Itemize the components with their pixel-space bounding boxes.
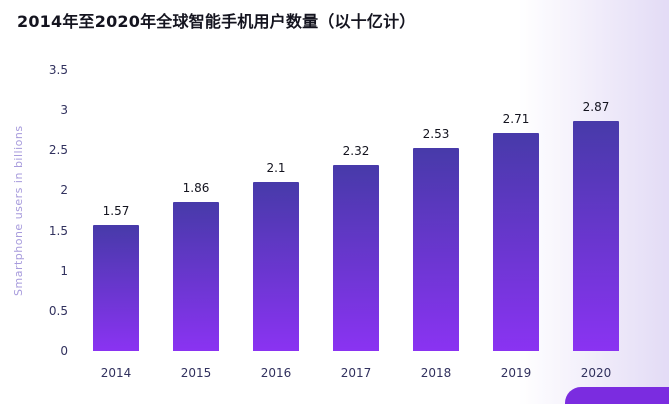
x-category-label: 2020 bbox=[580, 366, 612, 380]
x-category-label: 2016 bbox=[260, 366, 292, 380]
x-category-label: 2019 bbox=[500, 366, 532, 380]
bar-value-label: 2.1 bbox=[266, 161, 286, 176]
bar-value-label: 2.32 bbox=[342, 143, 370, 158]
bar-value-label: 1.57 bbox=[102, 203, 130, 218]
corner-accent-shape bbox=[565, 387, 669, 404]
y-axis: 0 0.5 1 1.5 2 2.5 3 3.5 bbox=[0, 63, 68, 358]
bar-value-label: 2.87 bbox=[582, 99, 610, 114]
x-category-label: 2014 bbox=[100, 366, 132, 380]
bar-slot: 2.71 bbox=[476, 70, 556, 351]
bar-value-label: 2.53 bbox=[422, 126, 450, 141]
bar-slot: 2.32 bbox=[316, 70, 396, 351]
bar bbox=[173, 201, 219, 351]
bar-value-label: 2.71 bbox=[502, 112, 530, 127]
x-axis: 2014 2015 2016 2017 2018 2019 2020 bbox=[76, 366, 636, 380]
bar bbox=[413, 147, 459, 351]
bar-slot: 2.1 bbox=[236, 70, 316, 351]
bar bbox=[573, 120, 619, 351]
bar bbox=[333, 164, 379, 351]
y-tick-label: 0.5 bbox=[48, 303, 68, 318]
y-tick-label: 1.5 bbox=[48, 223, 68, 238]
bar-slot: 1.57 bbox=[76, 70, 156, 351]
x-category-label: 2018 bbox=[420, 366, 452, 380]
y-tick-label: 1 bbox=[60, 263, 68, 278]
y-tick-label: 2 bbox=[60, 183, 68, 198]
bar bbox=[493, 133, 539, 351]
x-category-label: 2017 bbox=[340, 366, 372, 380]
bar bbox=[93, 224, 139, 351]
bar-slot: 2.53 bbox=[396, 70, 476, 351]
plot-area: 1.57 1.86 2.1 2.32 2.53 2.71 2.87 bbox=[76, 70, 636, 351]
bar-slot: 1.86 bbox=[156, 70, 236, 351]
y-tick-label: 3 bbox=[60, 103, 68, 118]
chart-title: 2014年至2020年全球智能手机用户数量（以十亿计） bbox=[17, 12, 416, 31]
x-category-label: 2015 bbox=[180, 366, 212, 380]
bar bbox=[253, 182, 299, 351]
bar-slot: 2.87 bbox=[556, 70, 636, 351]
y-tick-label: 3.5 bbox=[48, 63, 68, 77]
y-tick-label: 0 bbox=[60, 344, 68, 358]
bar-value-label: 1.86 bbox=[182, 180, 210, 195]
y-tick-label: 2.5 bbox=[48, 143, 68, 158]
